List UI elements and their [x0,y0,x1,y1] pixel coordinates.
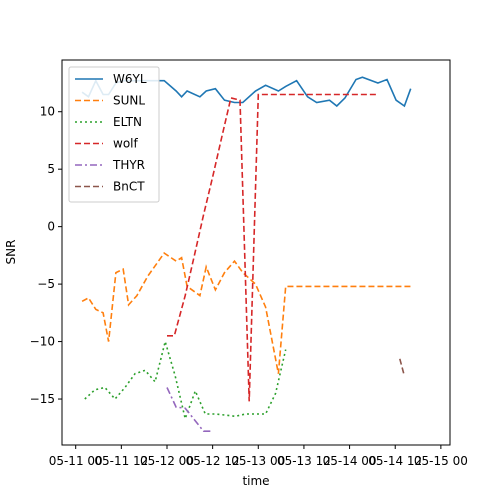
y-axis-title: SNR [4,240,18,265]
plot-frame [61,59,451,446]
y-tick-label: 0 [47,220,55,234]
legend-label-eltn: ELTN [113,115,142,129]
legend-label-wolf: wolf [113,137,138,151]
y-tick-label: −15 [30,392,55,406]
x-tick-label: 05-13 00 [231,454,285,468]
x-tick-label: 05-11 00 [49,454,103,468]
legend-label-thyr: THYR [112,158,145,172]
y-tick-label: 10 [40,105,55,119]
y-axis: −15 −10 −5 0 5 10 [30,105,62,406]
series-line-thyr [166,387,213,433]
x-tick-label: 05-14 00 [323,454,377,468]
legend-label-w6yl: W6YL [113,72,147,86]
x-tick-label: 05-12 00 [140,454,194,468]
legend-label-bnct: BnCT [113,180,145,194]
x-axis-title: time [242,474,269,488]
x-tick-label: 05-14 12 [368,454,422,468]
series-line-wolf [167,93,377,402]
legend-label-sunl: SUNL [113,94,145,108]
series-line-sunl [81,252,411,374]
series-line-bnct [399,358,406,377]
legend: W6YL SUNL ELTN wolf THYR BnCT [68,66,160,203]
y-tick-label: −5 [37,277,55,291]
x-tick-label: 05-12 12 [186,454,240,468]
y-tick-label: −10 [30,335,55,349]
series-line-eltn [84,338,287,422]
x-tick-label: 05-11 12 [94,454,148,468]
x-tick-label: 05-13 12 [277,454,331,468]
y-tick-label: 5 [47,162,55,176]
x-tick-label: 05-15 00 [414,454,468,468]
legend-box [68,66,160,203]
